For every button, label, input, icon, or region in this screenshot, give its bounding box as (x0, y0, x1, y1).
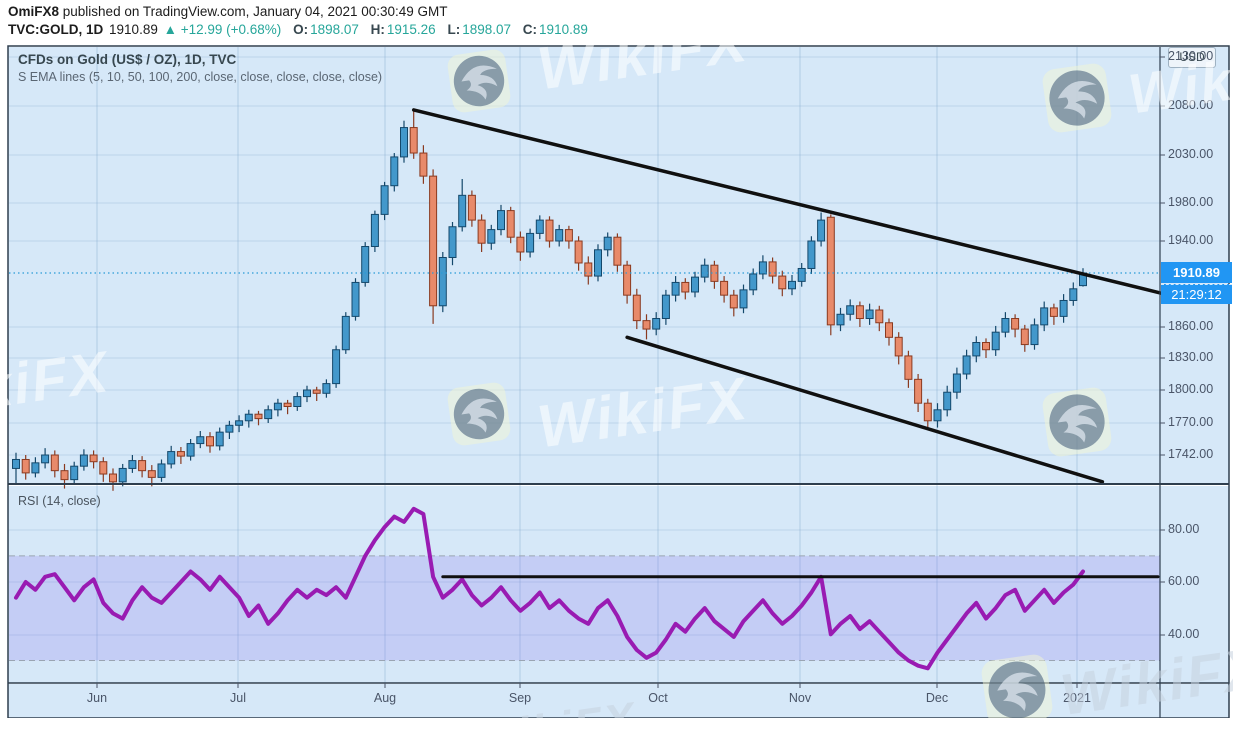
low-label: L: (447, 22, 461, 37)
open-label: O: (293, 22, 309, 37)
close-value: 1910.89 (539, 22, 588, 37)
price-tick-label: 1800.00 (1168, 382, 1214, 396)
price-tick-label: 2080.00 (1168, 98, 1214, 112)
price-tick-label: 1770.00 (1168, 415, 1214, 429)
price-tick-label: 1830.00 (1168, 350, 1214, 364)
time-axis-label: Oct (648, 691, 668, 705)
time-axis-label: Nov (788, 691, 812, 705)
time-axis-label: Sep (508, 691, 532, 705)
footer-bar: TradingView (0, 718, 1233, 750)
low-value: 1898.07 (462, 22, 512, 37)
price-change: ▲ +12.99 (+0.68%) (163, 22, 282, 37)
high-value: 1915.26 (386, 22, 436, 37)
price-tick-label: 1940.00 (1168, 233, 1214, 247)
rsi-pane[interactable] (8, 486, 1229, 683)
price-tick-label: 1980.00 (1168, 195, 1214, 209)
price-tick-label: 1860.00 (1168, 319, 1214, 333)
rsi-tick-label: 40.00 (1168, 627, 1200, 641)
open-value: 1898.07 (310, 22, 359, 37)
author-name: OmiFX8 (8, 4, 60, 19)
ema-legend: S EMA lines (5, 10, 50, 100, 200, close,… (18, 70, 383, 84)
price-tick-label: 1742.00 (1168, 447, 1214, 461)
currency-badge[interactable]: USD (1168, 47, 1216, 68)
time-axis-label: 2021 (1063, 691, 1091, 705)
last-price: 1910.89 (109, 22, 158, 37)
symbol-quote-row: TVC:GOLD, 1D 1910.89 ▲ +12.99 (+0.68%) O… (8, 22, 590, 37)
close-label: C: (522, 22, 538, 37)
time-axis-label: Dec (925, 691, 949, 705)
price-pane[interactable] (8, 47, 1229, 484)
publish-text: published on TradingView.com, January 04… (62, 4, 448, 19)
symbol-name: TVC:GOLD, 1D (8, 22, 104, 37)
time-axis[interactable] (8, 684, 1229, 718)
price-tick-label: 2130.00 (1168, 49, 1214, 63)
rsi-tick-label: 60.00 (1168, 574, 1200, 588)
last-price-badge: 1910.89 (1161, 262, 1232, 283)
price-tick-label: 2030.00 (1168, 147, 1214, 161)
rsi-legend: RSI (14, close) (18, 494, 101, 508)
time-axis-label: Jun (86, 691, 108, 705)
high-label: H: (370, 22, 385, 37)
chart-title: CFDs on Gold (US$ / OZ), 1D, TVC (18, 52, 237, 67)
time-axis-label: Jul (230, 691, 246, 705)
publish-info: OmiFX8 published on TradingView.com, Jan… (8, 4, 448, 19)
rsi-tick-label: 80.00 (1168, 522, 1200, 536)
bar-countdown-badge: 21:29:12 (1161, 284, 1232, 304)
time-axis-label: Aug (373, 691, 397, 705)
